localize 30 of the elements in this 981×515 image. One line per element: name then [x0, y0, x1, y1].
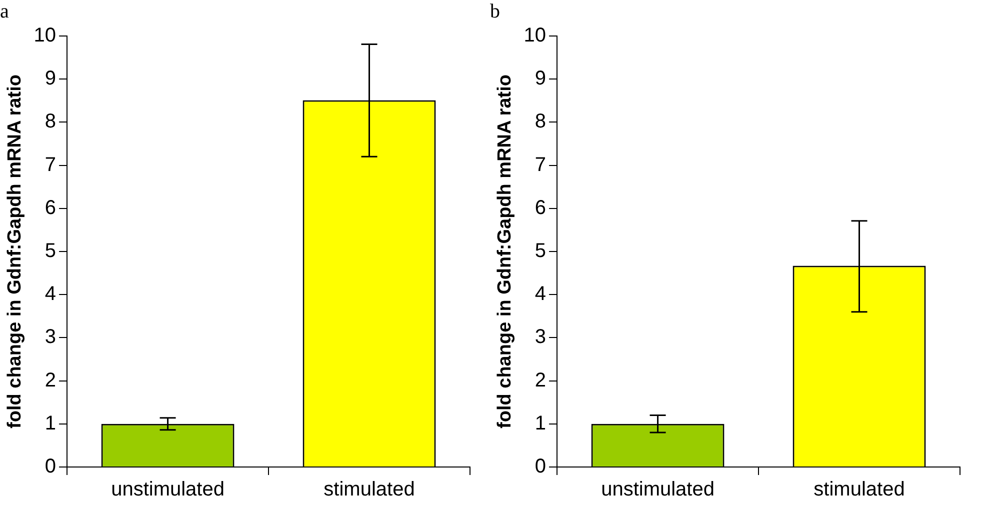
chart-title: a — [0, 0, 9, 22]
x-tick-label: stimulated — [814, 478, 905, 501]
y-tick-label: 4 — [44, 283, 56, 306]
y-tick-label: 3 — [44, 326, 56, 348]
y-tick-label: 9 — [44, 68, 56, 90]
y-tick-label: 0 — [44, 456, 56, 478]
y-tick-label: 10 — [34, 24, 56, 47]
y-axis-title: fold change in Gdnf:Gapdh mRNA ratio — [4, 74, 26, 428]
y-tick-label: 7 — [44, 154, 56, 176]
y-tick-label: 1 — [534, 412, 546, 434]
y-tick-label: 0 — [534, 456, 546, 478]
y-tick-label: 5 — [534, 240, 546, 262]
y-tick-label: 10 — [524, 24, 546, 47]
chart-title: b — [490, 0, 500, 22]
y-tick-label: 1 — [44, 412, 56, 434]
y-axis-title: fold change in Gdnf:Gapdh mRNA ratio — [494, 74, 516, 428]
y-tick-label: 8 — [534, 110, 546, 133]
y-tick-label: 3 — [534, 326, 546, 348]
y-tick-label: 8 — [44, 110, 56, 133]
y-tick-label: 4 — [534, 283, 546, 306]
x-tick-label: unstimulated — [111, 478, 224, 501]
x-tick-label: unstimulated — [601, 478, 714, 501]
y-tick-label: 6 — [44, 196, 56, 219]
y-tick-label: 2 — [44, 369, 56, 392]
y-tick-label: 6 — [534, 196, 546, 219]
y-tick-label: 7 — [534, 154, 546, 176]
y-tick-label: 2 — [534, 369, 546, 392]
x-tick-label: stimulated — [324, 478, 415, 501]
y-tick-label: 9 — [534, 68, 546, 90]
y-tick-label: 5 — [44, 240, 56, 262]
